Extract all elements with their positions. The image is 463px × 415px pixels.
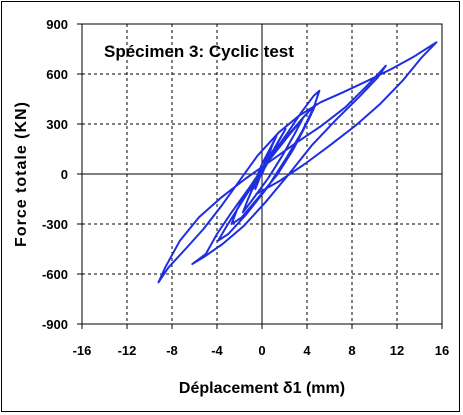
x-tick-label: 4: [303, 343, 311, 358]
y-axis-label: Force totale (KN): [13, 101, 30, 247]
hysteresis-series: [157, 41, 438, 284]
y-tick-label: -300: [42, 217, 68, 232]
x-tick-label: 16: [435, 343, 449, 358]
y-tick-label: 300: [46, 117, 68, 132]
y-tick-label: 600: [46, 67, 68, 82]
x-tick-label: 12: [390, 343, 404, 358]
x-tick-label: 8: [348, 343, 355, 358]
y-tick-label: 0: [61, 167, 68, 182]
y-tick-labels: 900 600 300 0 -300 -600 -900: [42, 17, 68, 332]
x-tick-label: -12: [118, 343, 137, 358]
x-tick-label: -4: [211, 343, 223, 358]
chart-title: Spécimen 3: Cyclic test: [104, 42, 294, 61]
x-tick-label: -16: [73, 343, 92, 358]
x-tick-label: 0: [258, 343, 265, 358]
x-axis-label: Déplacement δ1 (mm): [179, 380, 345, 397]
y-tick-label: -600: [42, 267, 68, 282]
y-tick-label: -900: [42, 317, 68, 332]
x-tick-label: -8: [166, 343, 178, 358]
y-tick-label: 900: [46, 17, 68, 32]
series-line: [157, 41, 438, 284]
x-tick-labels: -16 -12 -8 -4 0 4 8 12 16: [73, 343, 450, 358]
